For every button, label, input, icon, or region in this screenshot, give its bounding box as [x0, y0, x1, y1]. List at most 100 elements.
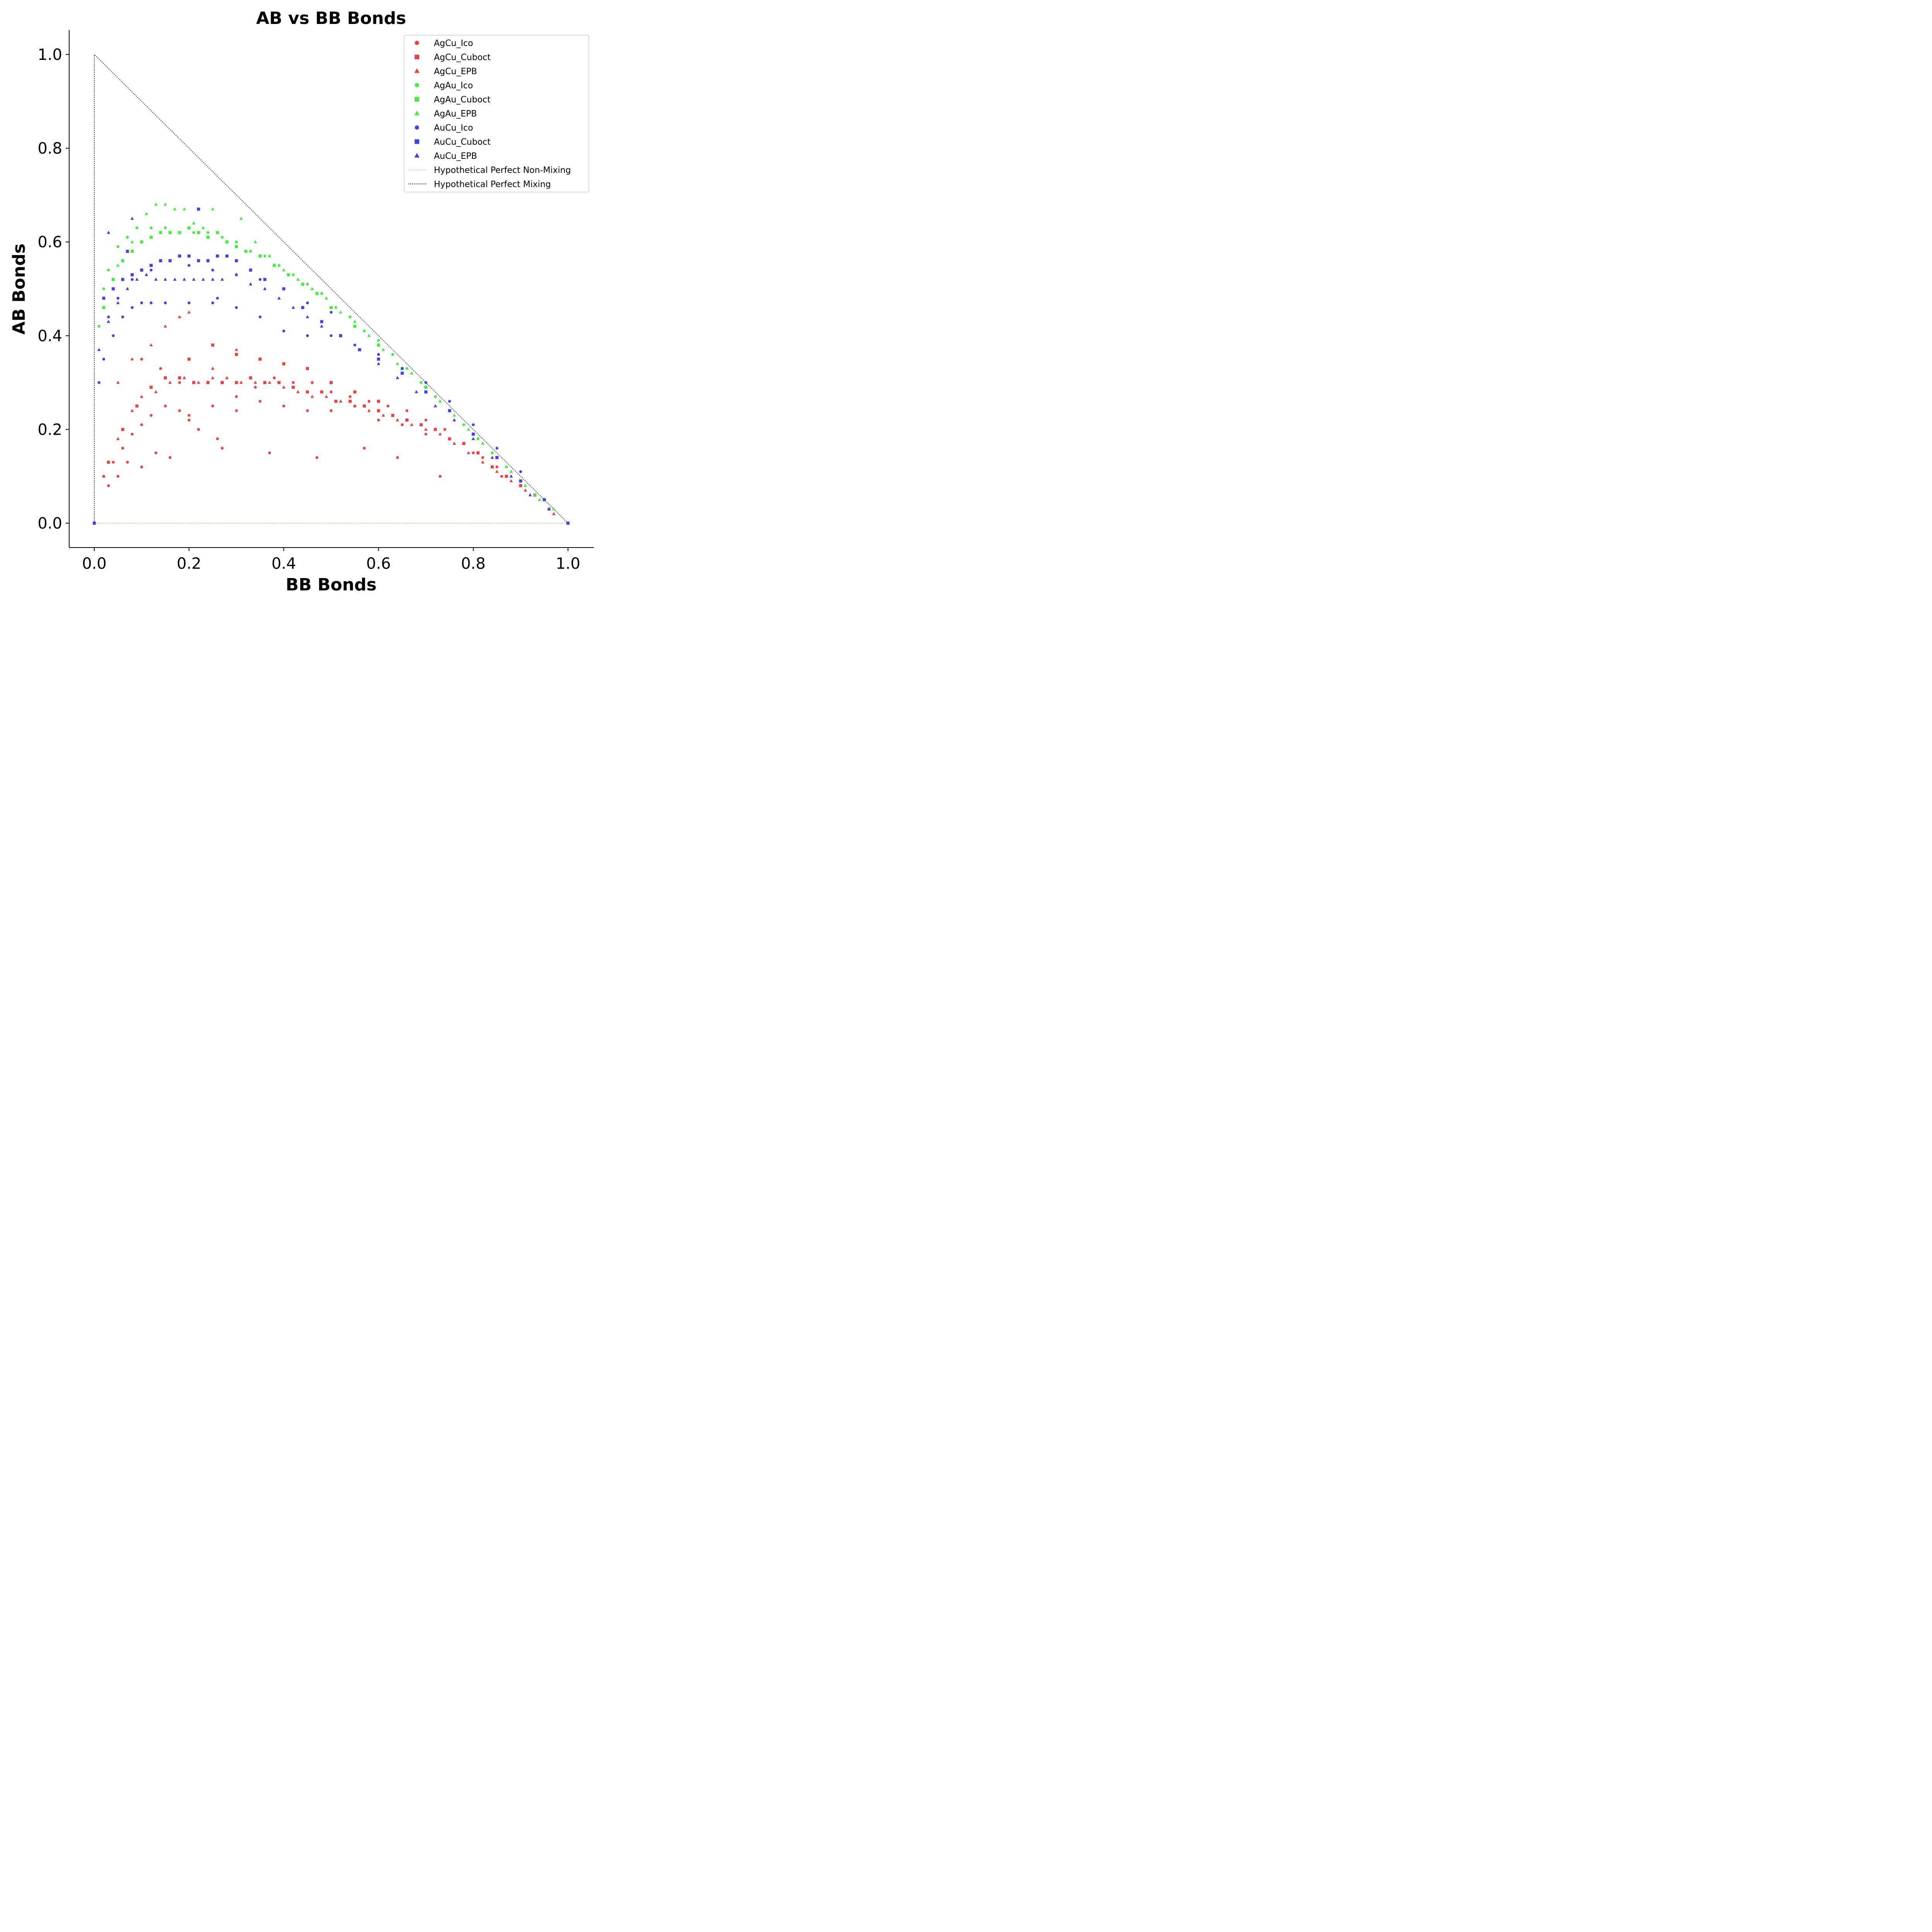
point-agcu-ico [311, 381, 314, 384]
point-aucu-cuboct [471, 432, 475, 436]
point-agau-epb [310, 287, 314, 290]
point-aucu-cuboct [320, 320, 323, 323]
y-ticks: 0.0 0.2 0.4 0.6 0.8 1.0 [37, 46, 69, 532]
point-agcu-cuboct [282, 362, 286, 366]
point-aucu-ico [306, 301, 309, 304]
point-agau-cuboct [206, 236, 210, 239]
point-agcu-ico [159, 367, 162, 370]
point-agcu-epb [187, 310, 191, 314]
point-agcu-epb [353, 404, 357, 407]
point-agcu-cuboct [377, 400, 380, 403]
point-agcu-ico [405, 409, 408, 412]
point-agau-epb [239, 216, 243, 220]
point-agau-ico [533, 493, 536, 497]
point-agau-ico [462, 423, 465, 427]
point-aucu-ico [306, 334, 309, 337]
point-agcu-ico [349, 395, 352, 398]
point-agcu-ico [481, 456, 484, 459]
point-aucu-epb [358, 348, 361, 351]
point-agcu-epb [130, 357, 134, 361]
legend: AgCu_Ico AgCu_Cuboct AgCu_EPB AgAu_Ico AgAu_… [404, 35, 589, 192]
point-agau-cuboct [353, 325, 357, 328]
x-tick-label: 1.0 [556, 555, 580, 573]
point-aucu-epb [126, 287, 129, 290]
x-tick-label: 0.4 [272, 555, 296, 573]
point-agcu-ico [211, 404, 214, 408]
point-aucu-ico [330, 334, 333, 337]
point-agcu-epb [268, 381, 272, 384]
point-agau-epb [163, 202, 167, 206]
point-agcu-ico [150, 414, 153, 417]
point-agau-epb [253, 240, 257, 243]
point-aucu-ico [353, 344, 356, 347]
legend-marker [414, 153, 420, 158]
point-agcu-epb [211, 366, 214, 370]
point-aucu-cuboct [225, 254, 229, 258]
point-agcu-epb [178, 315, 182, 318]
legend-marker [415, 125, 419, 130]
point-agau-cuboct [168, 231, 172, 234]
point-agau-ico [126, 236, 129, 239]
point-agcu-epb [130, 409, 134, 412]
point-aucu-cuboct [448, 409, 451, 412]
point-agau-epb [467, 427, 470, 431]
point-aucu-epb [182, 277, 186, 281]
point-agau-epb [524, 484, 527, 487]
point-agcu-cuboct [306, 390, 309, 394]
legend-label: Hypothetical Perfect Mixing [434, 180, 551, 189]
point-agcu-cuboct [462, 442, 466, 445]
point-agau-cuboct [150, 236, 153, 239]
point-agcu-ico [168, 456, 172, 459]
point-aucu-cuboct [112, 287, 115, 291]
point-aucu-epb [471, 437, 475, 440]
point-agcu-epb [339, 399, 342, 403]
legend-label: AgAu_Ico [434, 81, 473, 91]
legend-box [404, 35, 589, 192]
point-agcu-ico [377, 418, 380, 422]
point-agcu-ico [363, 446, 366, 450]
point-aucu-epb [249, 282, 252, 286]
point-agau-epb [538, 498, 541, 501]
point-agau-cuboct [287, 273, 290, 277]
x-tick-label: 0.0 [82, 555, 107, 573]
point-agcu-cuboct [448, 437, 451, 440]
point-agau-epb [410, 371, 413, 375]
point-agcu-ico [116, 474, 119, 478]
point-aucu-ico [140, 301, 143, 304]
point-agcu-epb [509, 479, 513, 483]
point-aucu-ico [116, 296, 119, 300]
point-aucu-ico [131, 306, 134, 310]
point-agau-ico [164, 226, 167, 230]
point-agcu-ico [221, 446, 224, 450]
point-aucu-epb [306, 315, 310, 318]
point-aucu-ico [448, 400, 451, 403]
point-agau-ico [292, 273, 295, 277]
point-agcu-cuboct [353, 390, 357, 394]
point-agcu-epb [116, 437, 120, 440]
point-agcu-epb [381, 413, 385, 417]
point-agau-epb [211, 207, 214, 211]
point-agau-ico [235, 240, 238, 244]
point-aucu-ico [187, 264, 190, 267]
point-aucu-cuboct [178, 254, 181, 258]
point-aucu-cuboct [187, 254, 191, 258]
point-aucu-ico [519, 470, 522, 473]
point-agcu-epb [452, 441, 456, 445]
x-tick-label: 0.2 [177, 555, 201, 573]
point-agcu-ico [268, 451, 271, 455]
point-agcu-cuboct [263, 381, 267, 384]
point-agau-ico [476, 437, 480, 440]
point-agau-epb [367, 334, 371, 337]
point-aucu-ico [282, 329, 285, 333]
point-agcu-epb [154, 390, 158, 393]
point-agau-ico [505, 465, 508, 469]
point-agau-epb [282, 268, 286, 272]
point-agcu-cuboct [107, 461, 110, 464]
point-agcu-cuboct [221, 381, 224, 384]
point-aucu-epb [320, 324, 323, 328]
point-aucu-epb [107, 320, 111, 323]
point-aucu-ico [107, 315, 110, 319]
point-aucu-cuboct [102, 296, 105, 300]
point-agcu-ico [500, 474, 503, 478]
point-agcu-cuboct [235, 353, 238, 356]
